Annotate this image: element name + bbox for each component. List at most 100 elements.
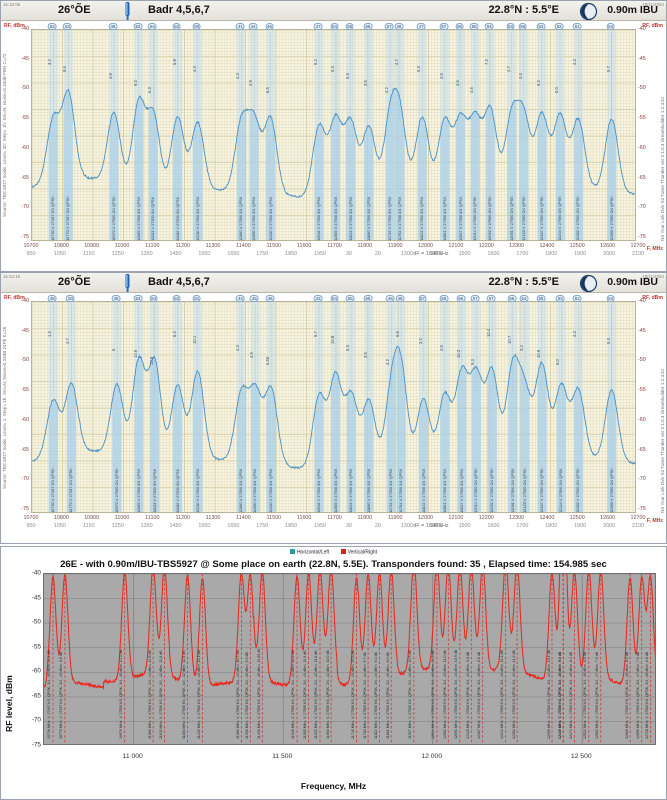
x-tick-rf: 10700 [23, 515, 39, 521]
x-tick-rf: 11300 [205, 243, 221, 249]
legend-item-horizontal[interactable]: Horizontal/Left [289, 549, 329, 556]
transponder-detail-label: 11623 V 27500 3/4 QPSK [348, 468, 354, 514]
transponder-value: 5.3 [344, 73, 350, 79]
transponder-marker[interactable]: 57 [439, 23, 449, 30]
transponder-marker[interactable]: 55 [345, 295, 355, 302]
moon-icon [579, 2, 598, 21]
x-tick-rf: 11100 [145, 243, 160, 249]
transponder-detail-label: 12091 V 27500 3/4 QPSK [509, 468, 515, 513]
transponder-marker[interactable]: 52 [554, 23, 564, 30]
transponder-value: 6.4 [329, 66, 335, 72]
transponder-marker[interactable]: 47 [313, 23, 323, 30]
transponder-marker[interactable]: 55 [536, 295, 546, 302]
y-axis-right-mid: -40 -45 -50 -55 -60 -65 -70 -75 [636, 293, 666, 543]
transponder-marker[interactable]: 48 [395, 295, 405, 302]
x-tick-if: 30 [345, 251, 352, 257]
spectrum-plot-mid[interactable] [31, 301, 636, 513]
x-tick-rf: 10900 [84, 243, 100, 249]
transponder-marker[interactable]: 48 [47, 295, 57, 302]
scan-transponder-label: 10970 MHz, V, 27500 KS, QPSK, 3/4, -40 d… [119, 649, 124, 739]
transponder-marker[interactable]: 53 [536, 23, 546, 30]
y-tick: -60 [638, 144, 646, 151]
transponder-marker[interactable]: 46 [265, 23, 274, 30]
transponder-marker[interactable]: 57 [470, 295, 480, 302]
scan-y-tick: -75 [31, 741, 41, 749]
transponder-value: 4.2 [385, 359, 391, 365]
x-tick-rf: 11400 [236, 515, 251, 521]
transponder-marker[interactable]: 54 [606, 23, 616, 30]
transponder-marker[interactable]: 52 [133, 23, 143, 30]
transponder-marker[interactable]: 54 [484, 23, 494, 30]
transponder-marker[interactable]: 56 [518, 23, 528, 30]
legend-item-vertical[interactable]: Vertical/Right [340, 549, 377, 556]
transponder-marker[interactable]: 48 [108, 23, 118, 30]
transponder-marker[interactable]: 55 [363, 295, 373, 302]
spectrum-plot-top[interactable] [31, 29, 636, 241]
transponder-detail-label: 11660 V 27500 3/4 QPSK [365, 196, 371, 242]
transponder-marker[interactable]: 43 [313, 295, 323, 302]
transponder-marker[interactable]: 52 [572, 295, 582, 302]
scan-transponder-label: 11390 MHz, V, 27500 KS, QPSK, 3/4, -45 d… [244, 652, 249, 739]
scan-transponder-label: 10730 MHz, V, 27497 KS, QPSK, 3/4, -40 d… [47, 650, 52, 739]
transponder-detail-label: 12091 V 27500 3/4 QPSK [508, 196, 514, 241]
transponder-marker[interactable]: 58 [469, 23, 479, 30]
transponder-marker[interactable]: 44 [236, 295, 245, 302]
transponder-value: 3.2 [47, 59, 53, 65]
transponder-detail-label: 11937 V 27500 3/4 QPSK [457, 196, 463, 242]
transponder-marker[interactable]: 57 [418, 295, 427, 302]
transponder-marker[interactable]: 48 [111, 295, 121, 302]
transponder-detail-label: 12244 V 27500 3/4 QPSK [557, 196, 563, 241]
transponder-marker[interactable]: 54 [519, 295, 529, 302]
transponder-marker[interactable]: 50 [192, 23, 202, 30]
transponder-value: 3.2 [417, 338, 423, 344]
transponder-marker[interactable]: 44 [248, 23, 258, 30]
transponder-marker[interactable]: 53 [506, 23, 515, 30]
transponder-marker[interactable]: 54 [330, 295, 339, 302]
transponder-marker[interactable]: 53 [133, 295, 143, 302]
transponder-detail-label: 11745 V 27500 3/4 QPSK [388, 468, 394, 514]
transponder-marker[interactable]: 54 [606, 295, 616, 302]
transponder-marker[interactable]: 53 [63, 23, 72, 30]
transponder-marker[interactable]: 46 [385, 295, 395, 302]
x-tick-rf: 11300 [205, 515, 221, 521]
transponder-marker[interactable]: 47 [416, 23, 426, 30]
transponder-marker[interactable]: 56 [363, 23, 373, 30]
transponder-marker[interactable]: 52 [172, 295, 182, 302]
transponder-marker[interactable]: 58 [439, 295, 449, 302]
scan-y-axis-label: RF level, dBm [4, 675, 14, 732]
rf-label-right-top: RF, dBm [642, 23, 663, 29]
transponder-value: 10.4 [486, 328, 492, 337]
transponder-marker[interactable]: 54 [148, 23, 157, 30]
transponder-marker[interactable]: 41 [236, 23, 245, 30]
transponder-marker[interactable]: 48 [394, 23, 404, 30]
transponder-marker[interactable]: 57 [384, 23, 394, 30]
transponder-marker[interactable]: 54 [149, 295, 158, 302]
y-tick: -55 [638, 387, 646, 394]
scan-transponder-label: 11585 MHz, V, 27500 KS, QPSK, 3/4, -43 d… [303, 650, 308, 739]
transponder-marker[interactable]: 56 [507, 295, 517, 302]
scan-transponder-label: 12244 MHz, V, 27500 KS, QPSK, 3/4, -43 d… [500, 650, 505, 739]
transponder-marker[interactable]: 52 [172, 23, 182, 30]
scan-plot-area[interactable] [43, 573, 656, 745]
scan-transponder-label: 11937 MHz, V, 27500 KS, QPSK, 3/4, -44 d… [408, 650, 413, 739]
transponder-marker[interactable]: 55 [345, 23, 355, 30]
scan-transponder-label: 11103 MHz, V, 27500 KS, QPSK, 3/4, -42 d… [159, 650, 163, 739]
y-tick: -75 [638, 234, 646, 240]
transponder-detail-label: 11861 V 27500 3/4 QPSK [441, 196, 447, 242]
transponder-detail-label: 11660 V 27500 3/4 QPSK [365, 468, 371, 514]
moon-icon [579, 274, 598, 293]
transponder-marker[interactable]: 57 [486, 295, 496, 302]
transponder-marker[interactable]: 53 [555, 295, 565, 302]
transponder-marker[interactable]: 56 [456, 295, 466, 302]
transponder-marker[interactable]: 51 [572, 23, 582, 30]
transponder-marker[interactable]: 46 [265, 295, 275, 302]
transponder-marker[interactable]: 52 [47, 23, 57, 30]
transponder-marker[interactable]: 51 [192, 295, 202, 302]
transponder-value: 4.9 [249, 352, 255, 358]
transponder-marker[interactable]: 50 [66, 295, 75, 302]
transponder-marker[interactable]: 45 [249, 295, 259, 302]
x-tick-rf: 11800 [357, 515, 373, 521]
transponder-marker[interactable]: 54 [330, 23, 339, 30]
transponder-detail-label: 11103 V 27500 3/4 QPSK [150, 196, 156, 241]
transponder-marker[interactable]: 56 [455, 23, 464, 30]
